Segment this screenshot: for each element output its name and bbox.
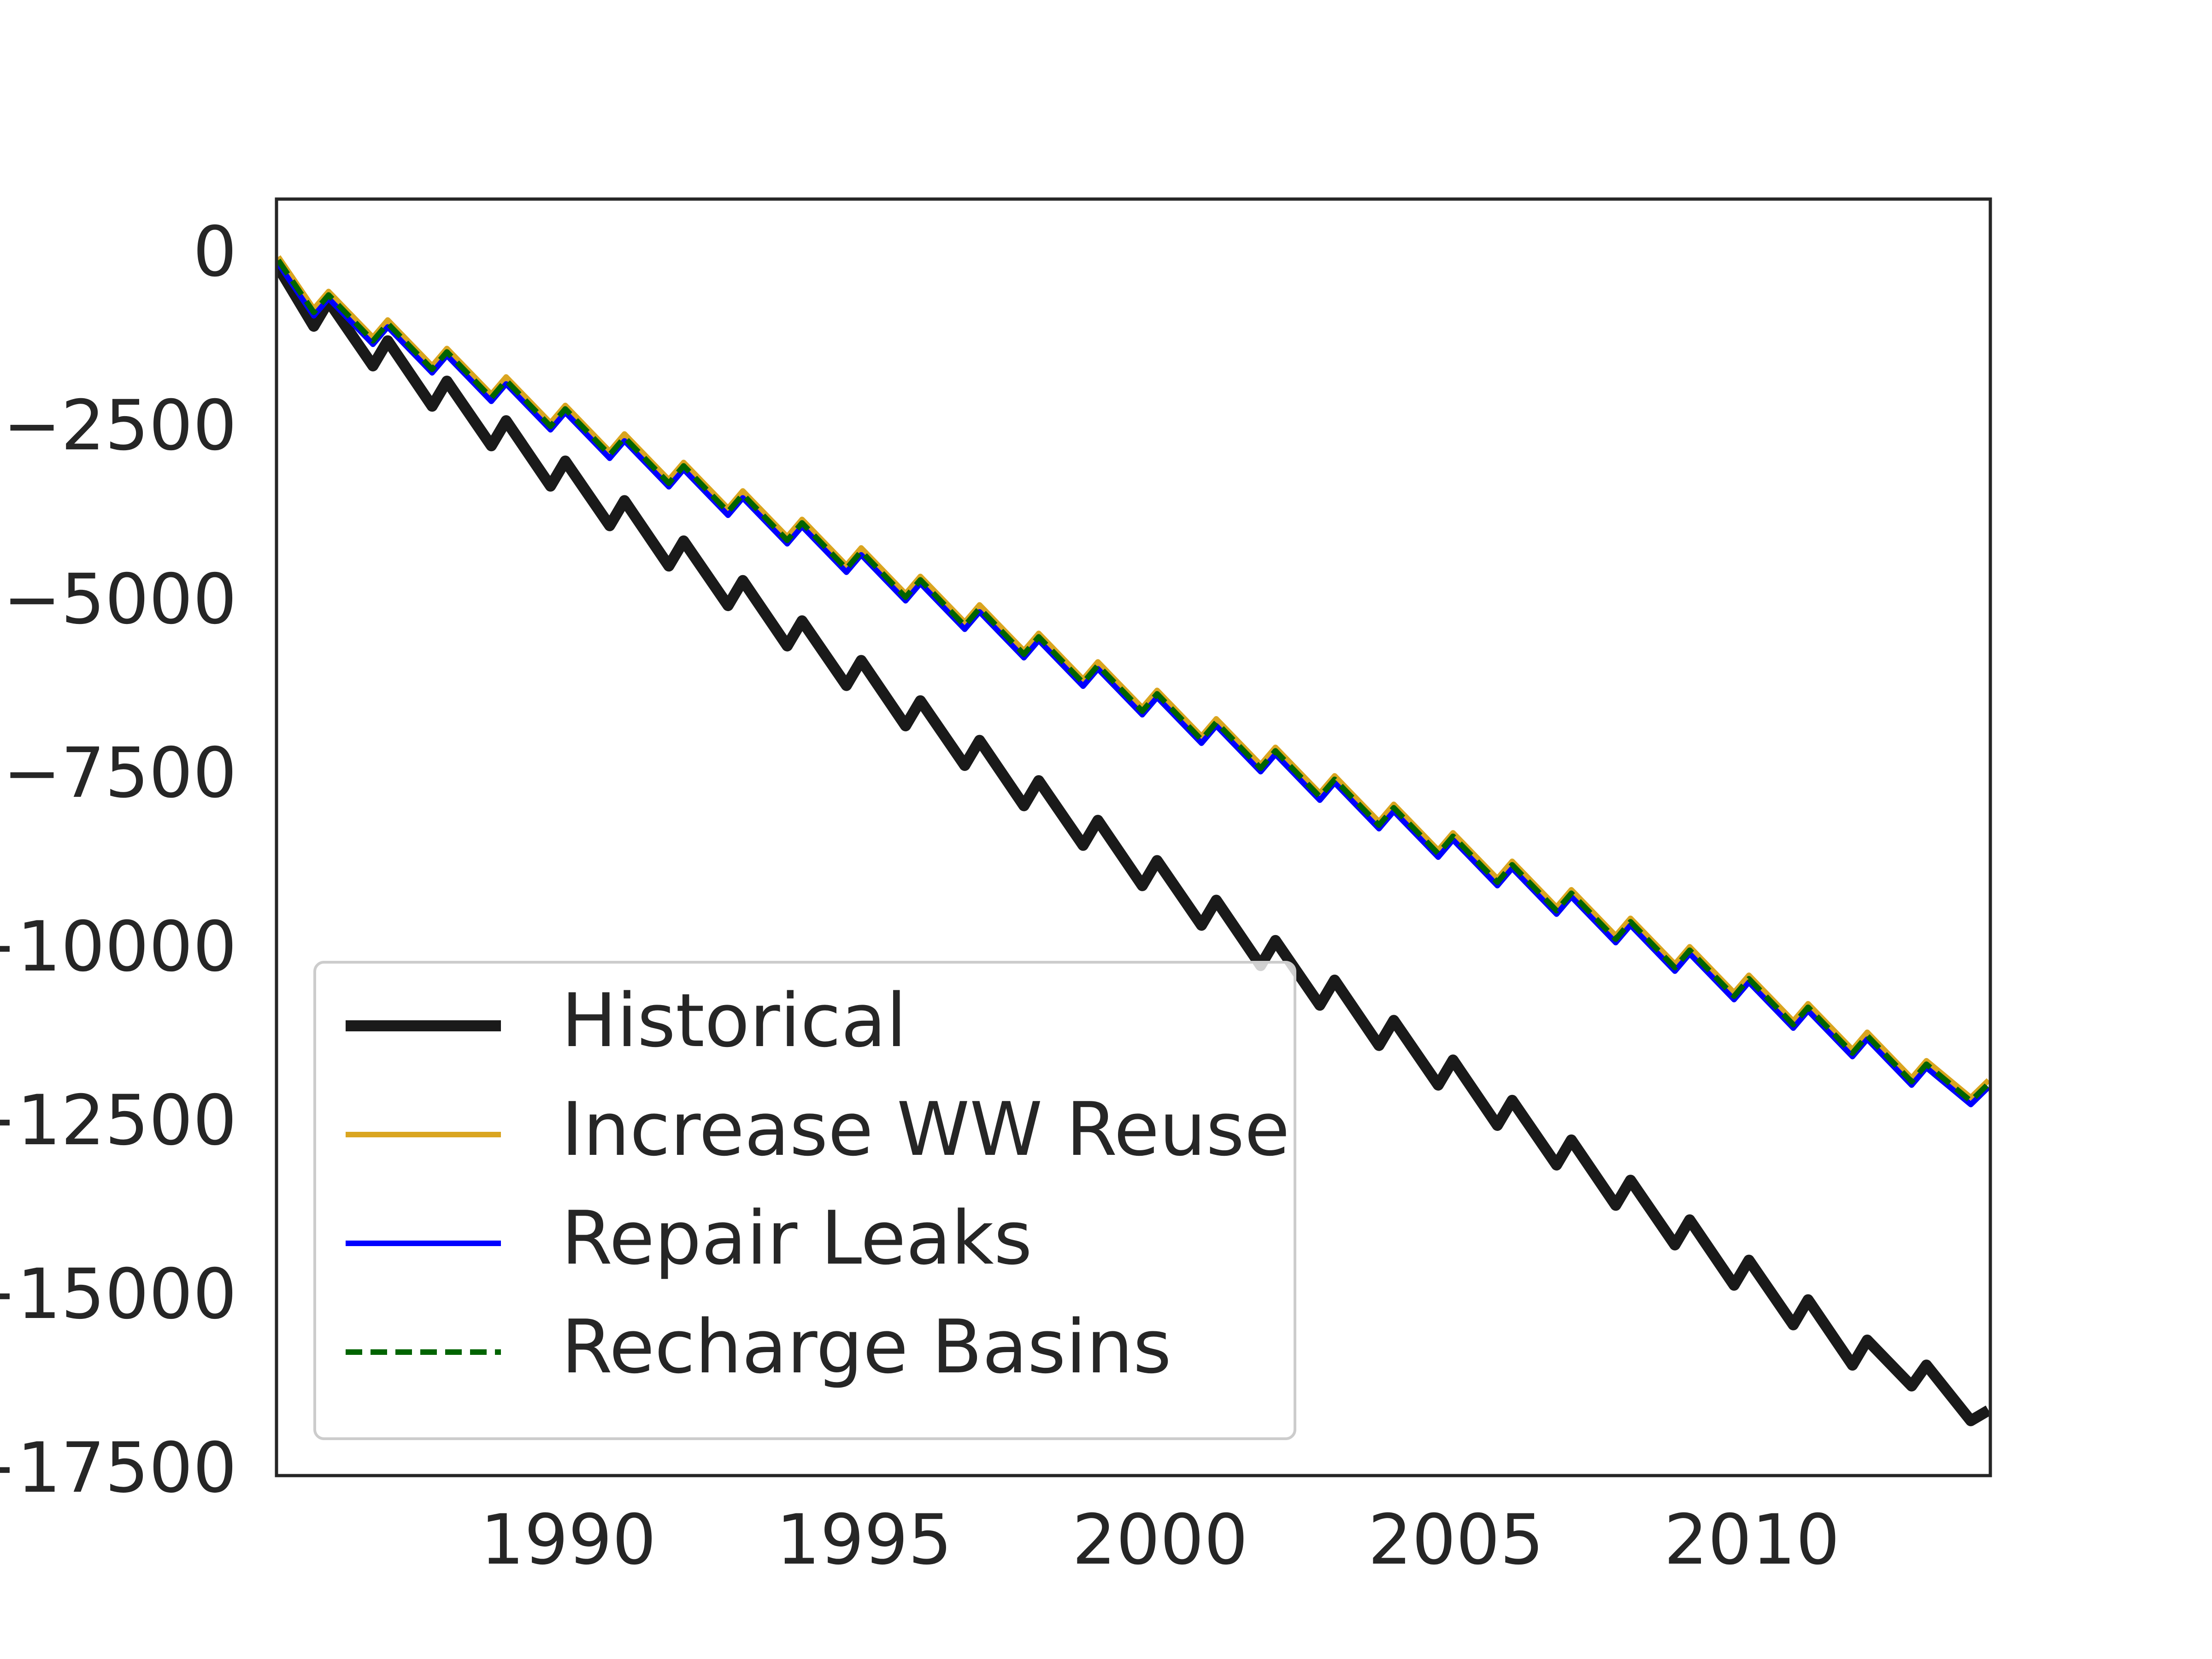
legend: Historical Increase WW Reuse Repair Leaks R… (313, 961, 1296, 1440)
plot-area (276, 255, 1990, 1426)
y-tick-label: −2500 (3, 386, 237, 466)
legend-label: Historical (561, 977, 906, 1064)
x-tick-label: 1995 (776, 1500, 952, 1580)
x-tick-label: 2005 (1368, 1500, 1544, 1580)
y-tick-label: −15000 (0, 1254, 237, 1335)
x-tick-label: 1990 (480, 1500, 656, 1580)
legend-label: Increase WW Reuse (561, 1086, 1290, 1172)
y-tick-label: −5000 (3, 559, 237, 640)
y-tick-label: −12500 (0, 1081, 237, 1161)
series-line (276, 264, 1990, 1426)
x-tick-label: 2000 (1072, 1500, 1248, 1580)
axes-frame (275, 197, 1992, 1477)
y-tick-label: −10000 (0, 907, 237, 987)
legend-box (313, 961, 1296, 1440)
legend-label: Repair Leaks (561, 1195, 1032, 1281)
y-tick-label: 0 (193, 212, 237, 292)
series-line (276, 259, 1990, 1104)
legend-label: Recharge Basins (561, 1304, 1171, 1390)
x-tick-label: 2010 (1664, 1500, 1840, 1580)
y-tick-label: −17500 (0, 1428, 237, 1508)
y-tick-label: −7500 (3, 733, 237, 813)
